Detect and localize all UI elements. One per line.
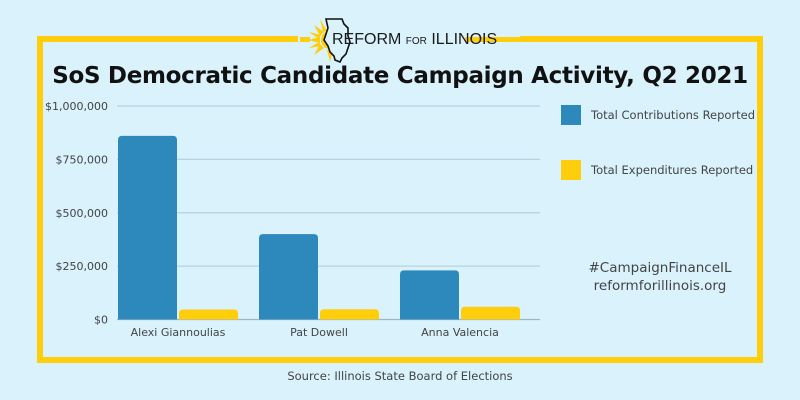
x-tick-label: Pat Dowell xyxy=(290,326,348,339)
logo-right-line xyxy=(465,37,520,42)
bar-contributions-3 xyxy=(400,270,459,320)
y-tick-label: $250,000 xyxy=(56,260,109,273)
y-tick-label: $0 xyxy=(94,314,108,327)
legend-swatch-contributions xyxy=(561,105,581,125)
gridlines xyxy=(117,105,540,321)
x-tick-label: Alexi Giannoulias xyxy=(131,326,226,339)
bar-expenditures-1 xyxy=(179,309,238,320)
illinois-outline-icon xyxy=(323,18,351,64)
bar-expenditures-3 xyxy=(461,306,520,320)
legend-item-contributions: Total Contributions Reported xyxy=(561,105,755,125)
x-axis-tick-labels: Alexi Giannoulias Pat Dowell Anna Valencia xyxy=(131,326,499,339)
reform-for-illinois-logo xyxy=(300,18,520,64)
y-tick-label: $1,000,000 xyxy=(45,100,108,113)
x-tick-label: Anna Valencia xyxy=(421,326,499,339)
logo-text-for: FOR xyxy=(405,36,427,47)
source-text: Source: Illinois State Board of Election… xyxy=(287,369,513,383)
logo-text-illinois: ILLINOIS xyxy=(431,31,498,48)
legend-swatch-expenditures xyxy=(561,160,581,180)
logo-left-line xyxy=(300,37,310,42)
chart-title: SoS Democratic Candidate Campaign Activi… xyxy=(52,63,748,89)
logo-text: REFORM FOR ILLINOIS xyxy=(332,31,497,49)
y-axis-tick-labels: $0 $250,000 $500,000 $750,000 $1,000,000 xyxy=(45,100,108,327)
hashtag-text: #CampaignFinanceIL xyxy=(588,260,732,276)
bar-expenditures-2 xyxy=(320,309,379,320)
legend-label-contributions: Total Contributions Reported xyxy=(591,108,756,122)
legend-item-expenditures: Total Expenditures Reported xyxy=(561,160,753,180)
website-text: reformforillinois.org xyxy=(593,278,727,294)
legend-label-expenditures: Total Expenditures Reported xyxy=(591,163,754,177)
bar-contributions-2 xyxy=(259,234,318,320)
bar-contributions-1 xyxy=(118,135,177,320)
bars xyxy=(118,135,520,320)
y-tick-label: $500,000 xyxy=(56,207,109,220)
y-tick-label: $750,000 xyxy=(56,153,109,166)
logo-text-reform: REFORM xyxy=(332,31,402,48)
